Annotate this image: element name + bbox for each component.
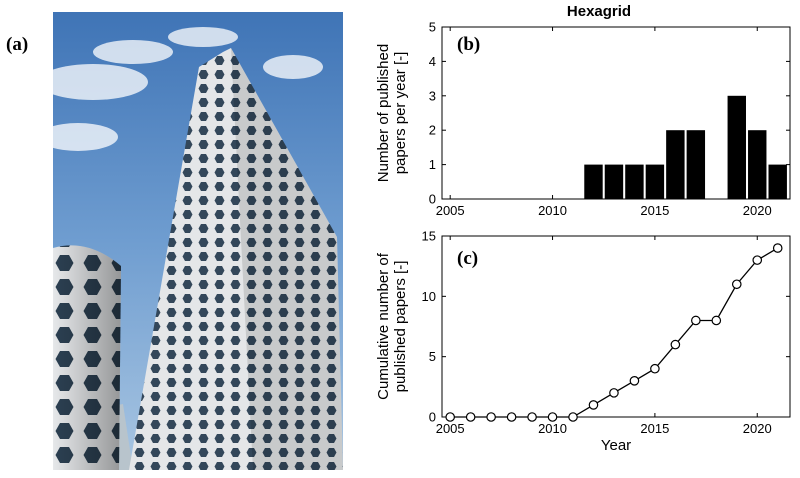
chart-c-point <box>609 388 619 398</box>
chart-b-ytick-label: 0 <box>429 192 436 207</box>
chart-c-xtick-label: 2020 <box>743 421 772 436</box>
chart-b-bar <box>748 130 767 199</box>
chart-c-point <box>465 412 476 422</box>
chart-c-point <box>506 412 517 422</box>
chart-b-xtick-label: 2020 <box>743 203 772 218</box>
chart-c-point <box>547 412 558 422</box>
clouds <box>53 27 323 151</box>
chart-b-ytick-label: 1 <box>429 157 436 172</box>
chart-c-point <box>752 255 763 265</box>
chart-c: 2005 2010 2015 2020 0 5 10 15 Cumulative number … <box>375 229 791 454</box>
panel-label-a: (a) <box>6 34 29 55</box>
chart-b-bar <box>686 130 706 199</box>
chart-b-ytick-label: 4 <box>429 54 436 69</box>
chart-b-bar <box>645 164 665 199</box>
chart-c-ytick-label: 10 <box>422 289 436 304</box>
chart-c-point <box>629 375 640 386</box>
chart-c-ytick-label: 0 <box>429 410 436 425</box>
chart-b-title: Hexagrid <box>567 3 631 20</box>
chart-b-bar <box>625 164 644 199</box>
chart-b-bar <box>666 130 685 199</box>
chart-b-xtick-label: 2005 <box>436 203 465 218</box>
panel-label-b: (b) <box>457 34 480 55</box>
chart-c-point <box>445 412 455 422</box>
chart-c-point <box>731 279 742 290</box>
chart-c-xlabel: Year <box>601 437 631 454</box>
panel-label-c: (c) <box>457 248 478 269</box>
chart-c-xtick-label: 2010 <box>538 421 567 436</box>
chart-b-xtick-label: 2015 <box>640 203 669 218</box>
chart-b-bar <box>584 164 603 199</box>
charts-area: Hexagrid 2005 2010 2015 2020 0 1 2 3 4 5 Number of… <box>375 3 791 454</box>
chart-c-point <box>650 363 660 374</box>
chart-c-point <box>670 339 681 350</box>
chart-c-point <box>691 315 701 326</box>
chart-b-ytick-label: 2 <box>429 123 436 138</box>
chart-b-bar <box>768 164 787 199</box>
skyscraper-photo <box>53 12 343 470</box>
chart-c-point <box>486 412 496 422</box>
chart-c-axes-box <box>441 235 791 418</box>
chart-b-xtick-label: 2010 <box>538 203 567 218</box>
chart-b-bar <box>727 95 746 199</box>
chart-c-point <box>711 315 722 326</box>
chart-c-ytick-label: 15 <box>422 229 436 244</box>
chart-c-point <box>527 412 537 422</box>
chart-b: 2005 2010 2015 2020 0 1 2 3 4 5 Number of publishe… <box>375 20 791 218</box>
chart-c-ylabel: Cumulative number ofpublished papers [-] <box>375 252 409 400</box>
main-hexagrid-tower <box>129 48 343 470</box>
chart-c-point <box>772 243 783 253</box>
chart-b-bar <box>604 164 624 199</box>
chart-b-ytick-label: 5 <box>429 20 436 35</box>
chart-b-ytick-label: 3 <box>429 88 436 103</box>
chart-b-ylabel: Number of publishedpapers per year [-] <box>375 44 409 182</box>
chart-c-point <box>568 412 578 422</box>
chart-c-ytick-label: 5 <box>429 349 436 364</box>
chart-c-point <box>588 400 599 410</box>
chart-c-xtick-label: 2005 <box>436 421 465 436</box>
chart-c-xtick-label: 2015 <box>640 421 669 436</box>
